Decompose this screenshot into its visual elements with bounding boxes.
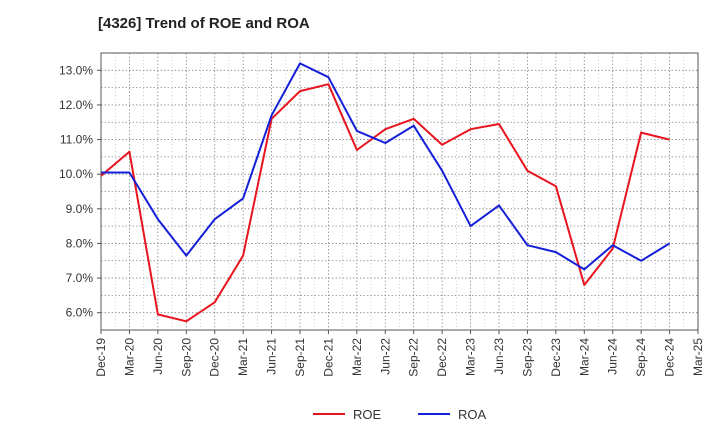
x-tick-label: Jun-23 — [492, 338, 506, 375]
x-tick-label: Dec-20 — [208, 338, 222, 377]
x-tick-label: Mar-21 — [236, 338, 250, 376]
y-tick-label: 12.0% — [59, 98, 93, 112]
series-lines — [100, 62, 671, 323]
x-tick-label: Dec-24 — [663, 338, 677, 377]
x-tick-label: Mar-20 — [122, 338, 136, 376]
x-tick-label: Dec-19 — [94, 338, 108, 377]
x-tick-label: Jun-20 — [151, 338, 165, 375]
legend-label-roa: ROA — [458, 407, 487, 422]
x-tick-label: Sep-23 — [520, 338, 534, 377]
x-tick-label: Sep-21 — [293, 338, 307, 377]
legend: ROE ROA — [313, 407, 487, 422]
gridlines — [101, 53, 698, 330]
x-tick-label: Dec-21 — [321, 338, 335, 377]
series-line-roa — [101, 62, 671, 271]
y-tick-label: 8.0% — [66, 236, 94, 250]
y-tick-label: 10.0% — [59, 167, 93, 181]
x-tick-label: Mar-22 — [350, 338, 364, 376]
x-tick-label: Sep-22 — [407, 338, 421, 377]
y-tick-label: 11.0% — [60, 133, 93, 147]
y-axis-ticks: 6.0% 7.0% 8.0% 9.0% 10.0% 11.0% 12.0% 13.0% — [59, 63, 101, 320]
x-tick-label: Jun-22 — [378, 338, 392, 375]
x-tick-label: Mar-24 — [577, 338, 591, 376]
x-tick-label: Sep-20 — [179, 338, 193, 377]
chart-title: [4326] Trend of ROE and ROA — [98, 15, 310, 32]
x-axis-ticks: Dec-19 Mar-20 Jun-20 Sep-20 Dec-20 Mar-21 Jun-… — [94, 330, 705, 377]
plot-frame — [100, 52, 699, 331]
y-tick-label: 6.0% — [66, 306, 94, 320]
x-tick-label: Sep-24 — [634, 338, 648, 377]
series-line-roe — [100, 83, 670, 323]
y-tick-label: 9.0% — [66, 202, 94, 216]
x-tick-label: Jun-24 — [606, 338, 620, 375]
y-tick-label: 13.0% — [59, 63, 93, 77]
x-tick-label: Jun-21 — [265, 338, 279, 375]
legend-label-roe: ROE — [353, 407, 382, 422]
y-tick-label: 7.0% — [66, 271, 94, 285]
x-tick-label: Mar-23 — [464, 338, 478, 376]
x-tick-label: Dec-23 — [549, 338, 563, 377]
x-tick-label: Mar-25 — [691, 338, 705, 376]
x-tick-label: Dec-22 — [435, 338, 449, 377]
